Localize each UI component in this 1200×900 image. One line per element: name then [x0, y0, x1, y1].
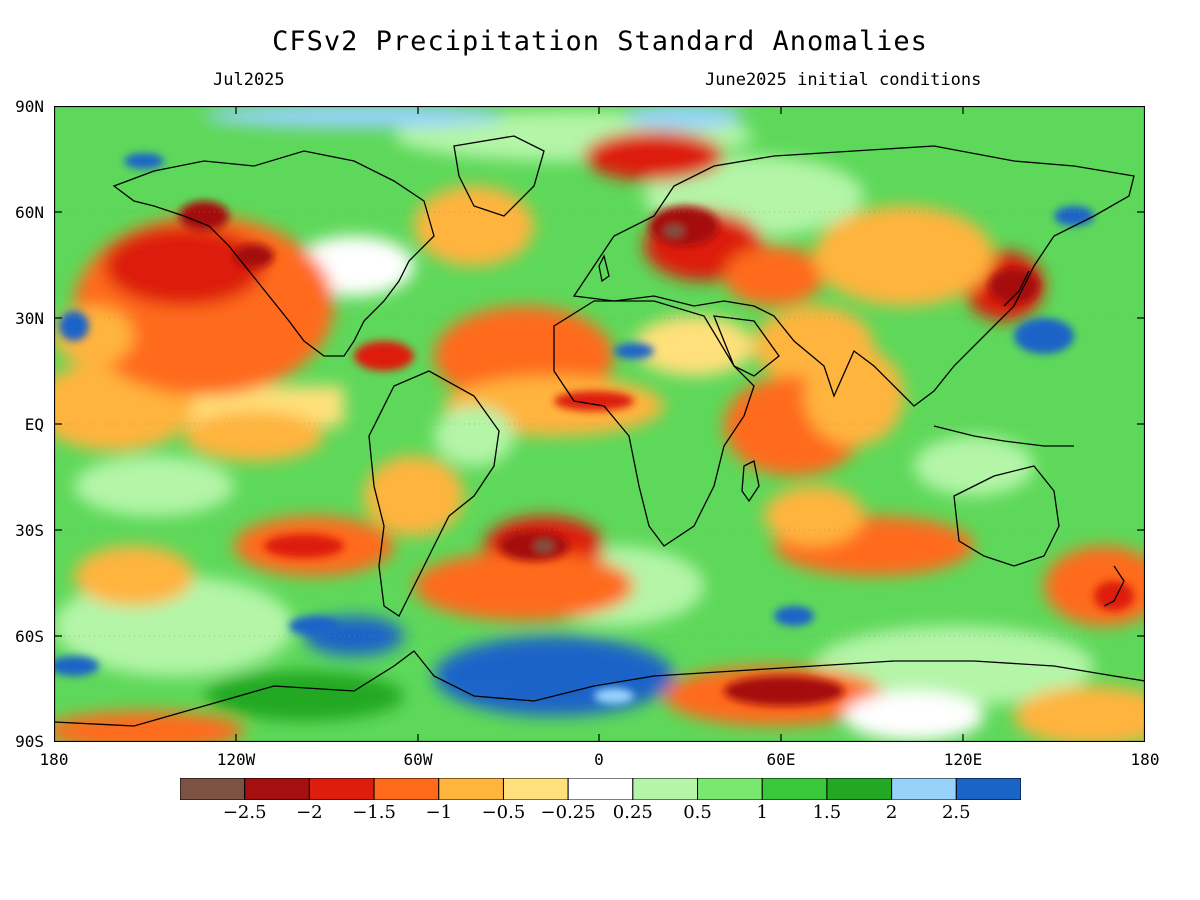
lon-label-180e: 180: [1130, 750, 1160, 769]
coastlines: [54, 135, 1145, 727]
lon-label-60w: 60W: [403, 750, 433, 769]
colorbar: [180, 778, 1021, 800]
lat-label-30n: 30N: [15, 309, 44, 328]
axis-ticks: [54, 106, 1145, 742]
lat-label-60n: 60N: [15, 203, 44, 222]
colorbar-tick-label: −1.5: [352, 802, 396, 823]
lon-label-120e: 120E: [943, 750, 983, 769]
lat-label-eq: EQ: [24, 415, 44, 434]
colorbar-swatch: [244, 778, 310, 800]
colorbar-tick-label: −2: [296, 802, 323, 823]
colorbar-tick-label: −1: [425, 802, 453, 823]
lon-label-120w: 120W: [216, 750, 256, 769]
lon-label-180w: 180: [39, 750, 69, 769]
colorbar-tick-label: 2.5: [941, 802, 971, 823]
colorbar-swatch: [826, 778, 893, 800]
lon-label-60e: 60E: [766, 750, 796, 769]
colorbar-tick-label: 1.5: [812, 802, 842, 823]
graticule: [54, 211, 1145, 637]
colorbar-swatch: [438, 778, 504, 800]
colorbar-swatch: [502, 778, 569, 800]
colorbar-tick-label: 0.25: [612, 802, 653, 823]
colorbar-swatch: [761, 778, 828, 800]
colorbar-swatch: [955, 778, 1021, 800]
colorbar-swatch: [180, 778, 246, 800]
colorbar-tick-label: −2.5: [222, 802, 267, 823]
lat-label-90n: 90N: [15, 97, 44, 116]
forecast-month: Jul2025: [213, 70, 285, 90]
colorbar-tick-label: 2: [885, 802, 898, 823]
lat-label-90s: 90S: [15, 732, 44, 751]
lon-label-0: 0: [594, 750, 604, 769]
colorbar-tick-label: 1: [756, 802, 768, 823]
colorbar-tick-label: 0.5: [683, 802, 712, 823]
colorbar-swatch: [697, 778, 763, 800]
colorbar-tick-label: −0.5: [481, 802, 526, 823]
colorbar-swatch: [373, 778, 440, 800]
colorbar-tick-label: −0.25: [540, 802, 596, 823]
colorbar-swatch: [632, 778, 699, 800]
lat-label-30s: 30S: [15, 521, 44, 540]
initial-conditions: June2025 initial conditions: [705, 70, 982, 90]
colorbar-swatch: [891, 778, 957, 800]
colorbar-swatch: [308, 778, 375, 800]
chart-title: CFSv2 Precipitation Standard Anomalies: [272, 26, 928, 57]
lat-label-60s: 60S: [15, 627, 44, 646]
anomaly-map: [54, 106, 1145, 742]
anomaly-field: [54, 106, 1145, 742]
colorbar-swatch: [567, 778, 634, 800]
